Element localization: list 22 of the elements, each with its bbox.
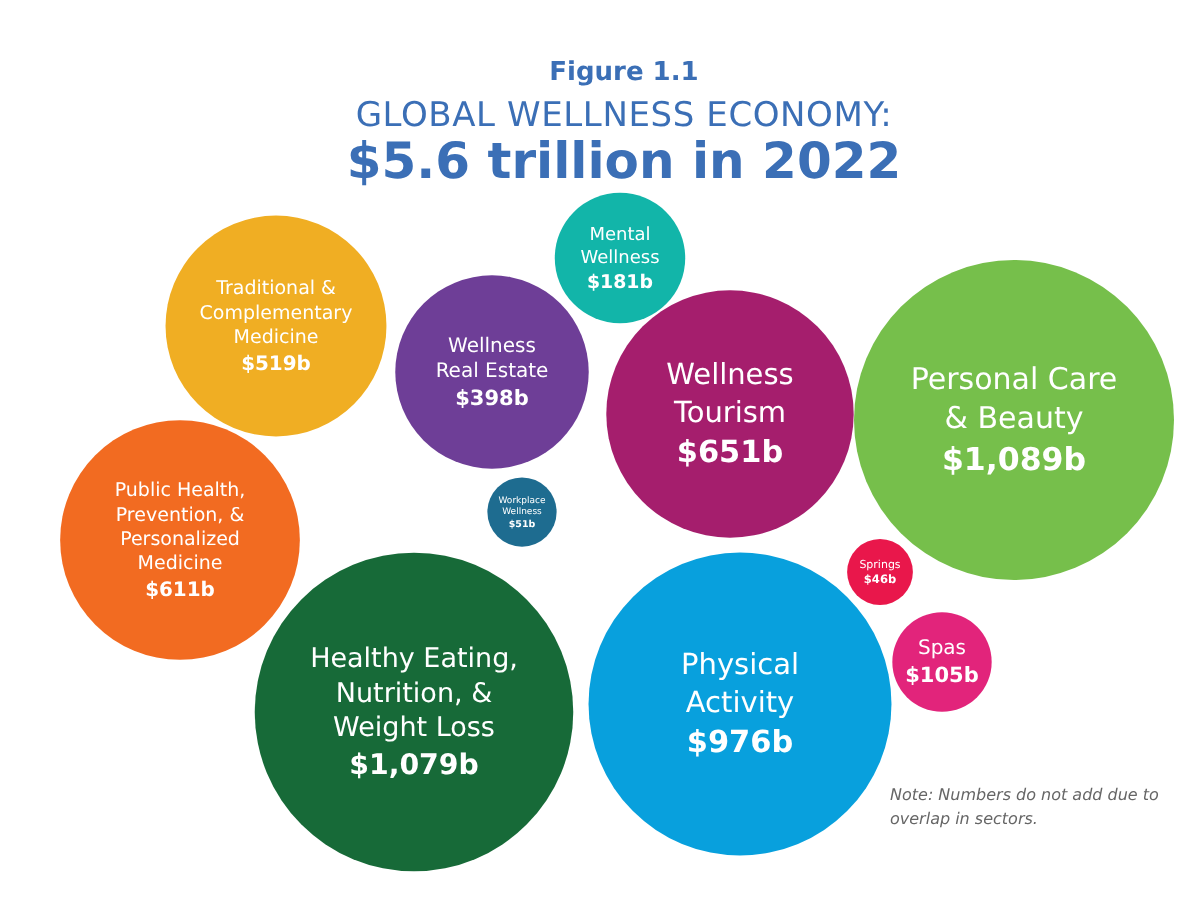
text: Note: Numbers do not add due to overlap in sectors. [890, 784, 1161, 832]
data-label: $398b [455, 387, 530, 412]
data-label: $976b [686, 723, 794, 760]
category-label: Healthy Eating, Nutrition, & Weight Loss [310, 643, 518, 745]
category-label: Wellness Real Estate [435, 335, 549, 384]
data-label: $1,079b [349, 749, 479, 782]
category-label: Traditional & Complementary Medicine [199, 278, 354, 350]
text: GLOBAL WELLNESS ECONOMY: [353, 96, 895, 136]
data-label: $519b [241, 353, 311, 376]
text: $5.6 trillion in 2022 [344, 132, 904, 192]
data-label: $611b [145, 579, 215, 602]
category-label: Physical Activity [681, 650, 799, 720]
category-label: Spas [917, 638, 967, 661]
category-label: Public Health, Prevention, & Personalized Medicine [114, 480, 246, 576]
data-label: $105b [905, 664, 980, 689]
data-label: $181b [586, 271, 654, 294]
category-label: Mental Wellness [580, 225, 661, 269]
category-label: Wellness Tourism [666, 360, 794, 430]
data-label: $1,089b [941, 439, 1087, 478]
data-label: $651b [676, 433, 784, 470]
caption: Figure 1.1 [547, 58, 701, 90]
category-label: Personal Care & Beauty [910, 361, 1118, 436]
